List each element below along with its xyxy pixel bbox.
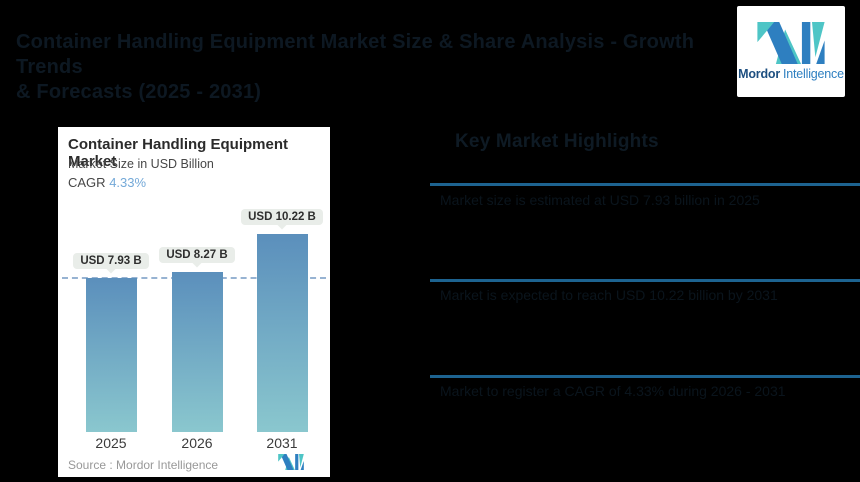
- value-label-2025: USD 7.93 B: [73, 253, 149, 270]
- section-divider-3: [430, 375, 860, 378]
- market-chart-card: Container Handling Equipment Market Mark…: [58, 127, 330, 477]
- x-tick-2031: 2031: [266, 435, 298, 451]
- value-label-2031: USD 10.22 B: [241, 208, 323, 225]
- section-text-1: Market size is estimated at USD 7.93 bil…: [440, 192, 760, 208]
- page-title-line2: & Forecasts (2025 - 2031): [16, 81, 262, 103]
- section-divider-1: [430, 183, 860, 186]
- bar-group-2025: USD 7.93 B: [66, 253, 156, 432]
- value-label-2026: USD 8.27 B: [159, 246, 235, 263]
- section-divider-2: [430, 279, 860, 282]
- cagr-row: CAGR 4.33%: [68, 175, 146, 190]
- mordor-m-icon: [757, 22, 825, 64]
- x-axis: 2025 2026 2031: [58, 433, 330, 453]
- section-text-3: Market to register a CAGR of 4.33% durin…: [440, 383, 786, 399]
- bar-chart: USD 7.93 B USD 8.27 B USD 10.22 B: [58, 187, 330, 432]
- bar-2026: [171, 271, 223, 432]
- bar-2025: [85, 278, 137, 432]
- source-attribution: Source : Mordor Intelligence: [68, 458, 219, 472]
- x-tick-2026: 2026: [181, 435, 213, 451]
- brand-name: Mordor Intelligence: [738, 67, 844, 81]
- page-title-line1: Container Handling Equipment Market Size…: [16, 31, 695, 78]
- bar-group-2031: USD 10.22 B: [237, 208, 327, 432]
- mordor-m-small-icon: [278, 454, 304, 470]
- x-tick-2025: 2025: [95, 435, 127, 451]
- brand-name-intelligence: Intelligence: [783, 67, 844, 81]
- page-title: Container Handling Equipment Market Size…: [16, 30, 716, 105]
- brand-name-mordor: Mordor: [738, 67, 780, 81]
- bar-group-2026: USD 8.27 B: [152, 246, 242, 432]
- chart-title: Container Handling Equipment Market: [68, 136, 288, 170]
- cagr-label: CAGR: [68, 175, 106, 190]
- section-text-2: Market is expected to reach USD 10.22 bi…: [440, 287, 778, 303]
- mordor-intelligence-logo: Mordor Intelligence: [737, 6, 845, 97]
- right-panel-heading: Key Market Highlights: [455, 131, 659, 152]
- chart-subtitle: Market Size in USD Billion: [68, 157, 214, 171]
- cagr-value: 4.33%: [109, 175, 147, 190]
- bar-2031: [256, 233, 308, 432]
